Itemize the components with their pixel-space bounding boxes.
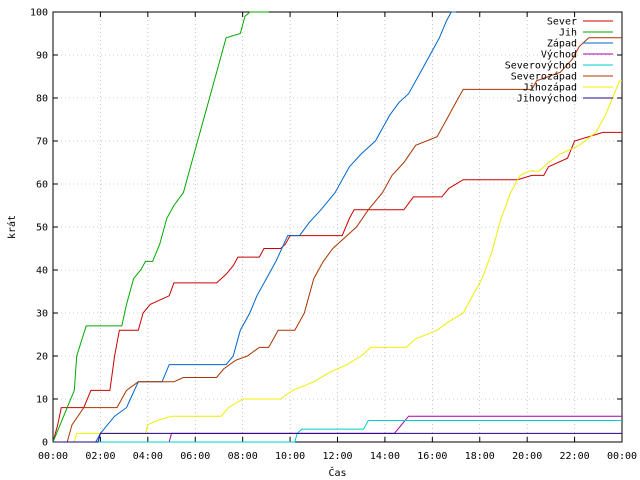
legend-label-sever: Sever	[547, 17, 577, 28]
x-tick-label: 06:00	[180, 451, 210, 462]
y-tick-label: 20	[36, 352, 48, 363]
y-tick-label: 100	[30, 8, 48, 19]
x-tick-label: 00:00	[607, 451, 637, 462]
legend-label-jihozapad: Jihozápad	[523, 82, 577, 94]
x-tick-label: 18:00	[465, 451, 495, 462]
series-lines	[52, 11, 622, 443]
series-line-zapad	[53, 11, 456, 443]
x-tick-label: 22:00	[560, 451, 590, 462]
legend-label-severozapad: Severozápad	[511, 71, 577, 83]
y-axis-label: krát	[6, 215, 18, 239]
y-tick-label: 0	[42, 438, 48, 449]
legend-label-jihovychod: Jihovýchod	[517, 93, 577, 105]
series-line-sever	[52, 131, 622, 443]
x-tick-label: 10:00	[275, 451, 305, 462]
y-tick-label: 80	[36, 94, 48, 105]
legend-label-vychod: Východ	[541, 49, 577, 61]
x-tick-label: 16:00	[417, 451, 447, 462]
ticks: 0 10 20 30 40 50 60 70 80 90 100 00:00 02:00 04:00 06:…	[30, 8, 637, 463]
y-tick-label: 30	[36, 309, 48, 320]
y-tick-label: 90	[36, 51, 48, 62]
x-tick-label: 12:00	[322, 451, 352, 462]
legend-label-severovychod: Severovýchod	[505, 60, 577, 72]
series-line-jihovychod	[53, 432, 622, 443]
x-tick-label: 08:00	[228, 451, 258, 462]
series-line-severovychod	[53, 420, 622, 443]
x-tick-label: 00:00	[38, 451, 68, 462]
y-tick-label: 60	[36, 180, 48, 191]
x-tick-label: 02:00	[85, 451, 115, 462]
series-line-severozapad	[53, 37, 622, 443]
legend: SeverJihZápadVýchodSeverovýchodSeverozáp…	[505, 17, 613, 105]
y-tick-label: 10	[36, 395, 48, 406]
series-line-jihozapad	[53, 80, 622, 443]
x-axis-label: Čas	[328, 466, 346, 479]
legend-label-jih: Jih	[559, 28, 577, 39]
x-tick-label: 20:00	[512, 451, 542, 462]
x-tick-label: 04:00	[133, 451, 163, 462]
y-tick-label: 40	[36, 266, 48, 277]
series-line-jih	[52, 11, 269, 443]
x-tick-label: 14:00	[370, 451, 400, 462]
y-tick-label: 50	[36, 223, 48, 234]
legend-label-zapad: Západ	[547, 38, 577, 50]
y-tick-label: 70	[36, 137, 48, 148]
